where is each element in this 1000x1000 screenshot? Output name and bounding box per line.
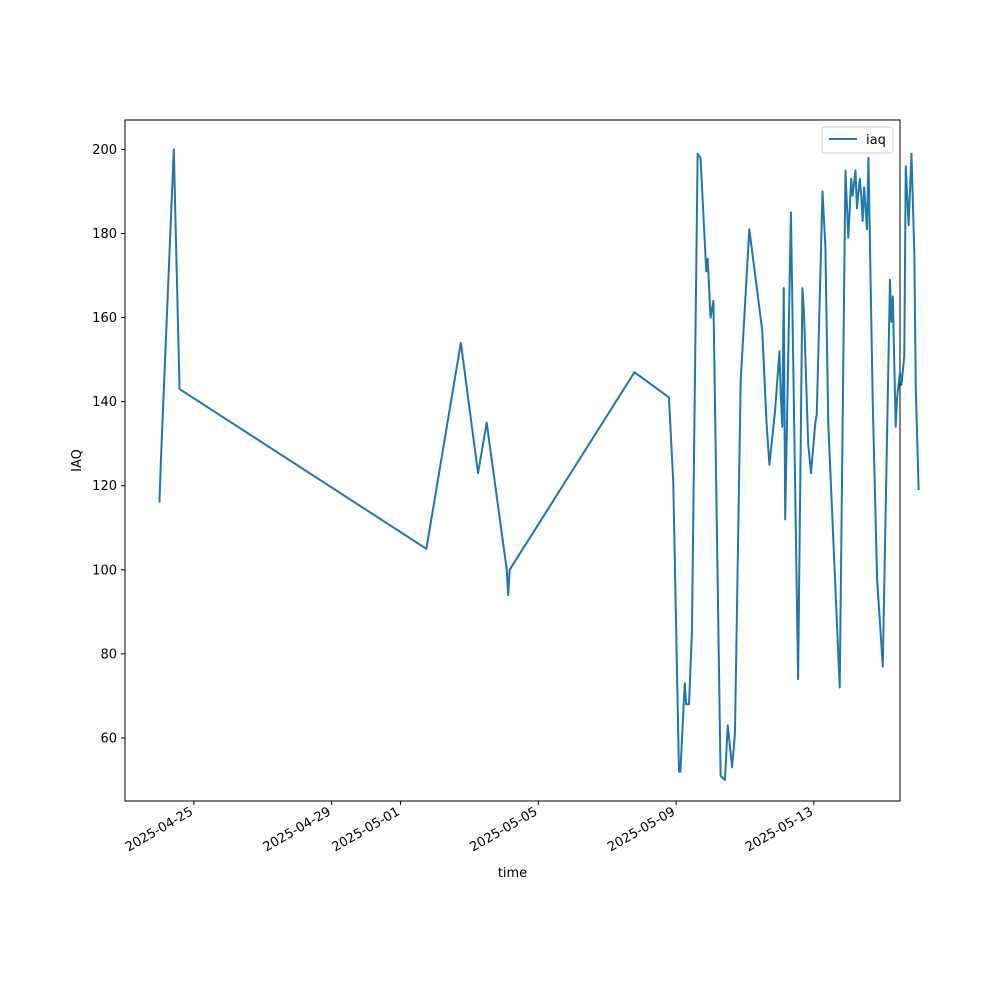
y-tick-label: 200 xyxy=(92,143,117,158)
axes-frame xyxy=(124,119,901,802)
y-tick-label: 120 xyxy=(92,479,117,494)
y-axis-label: IAQ xyxy=(70,449,85,472)
legend-entry: iaq xyxy=(866,133,886,148)
legend: iaq xyxy=(821,126,894,154)
y-tick-label: 60 xyxy=(100,731,117,746)
y-tick-label: 100 xyxy=(92,563,117,578)
y-tick-label: 140 xyxy=(92,395,117,410)
series-line-iaq xyxy=(158,148,920,781)
plot-area xyxy=(124,119,901,802)
y-tick-label: 160 xyxy=(92,311,117,326)
y-tick-label: 80 xyxy=(100,647,117,662)
x-axis-label: time xyxy=(498,866,527,881)
y-tick-label: 180 xyxy=(92,227,117,242)
series-layer xyxy=(158,148,920,781)
legend-frame xyxy=(821,126,894,154)
y-axis-ticks: 60 80 100 120 140 160 180 200 xyxy=(92,143,125,746)
